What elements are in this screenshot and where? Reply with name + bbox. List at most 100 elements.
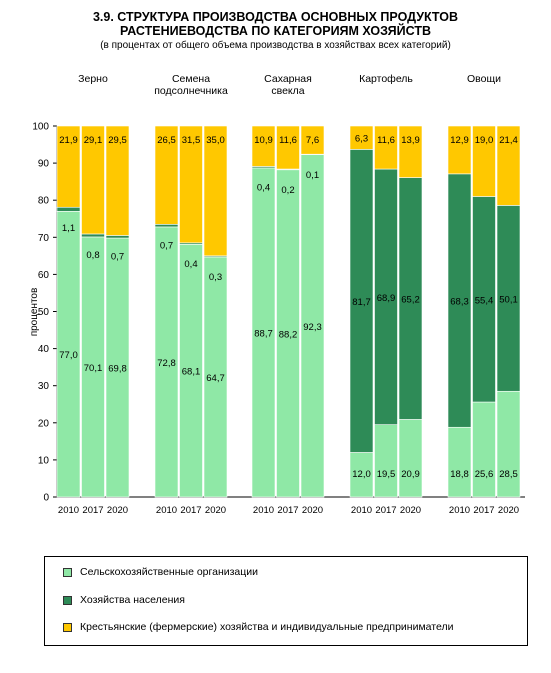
data-label-households: 0,4 <box>184 259 197 270</box>
bar-segment-farms <box>154 125 179 225</box>
legend-item-agricultural-organizations: Сельскохозяйственные организации <box>63 565 258 579</box>
data-label-households: 0,7 <box>160 240 173 251</box>
data-label-households: 0,3 <box>209 272 222 283</box>
bar-segment-organizations <box>398 419 423 498</box>
stacked-bar-chart: 0 10 20 30 40 50 60 70 80 90 100 процентов Зерно 77,0… <box>29 73 525 516</box>
bar-segment-farms <box>81 125 105 235</box>
data-label-households: 0,8 <box>86 250 99 261</box>
data-label-organizations: 20,9 <box>401 469 420 480</box>
y-tick-label: 20 <box>38 418 50 429</box>
x-tick-label: 2010 <box>351 505 372 516</box>
data-label-farms: 31,5 <box>182 135 201 146</box>
x-tick-label: 2020 <box>107 505 128 516</box>
x-tick-label: 2010 <box>156 505 177 516</box>
x-tick-label: 2020 <box>498 505 519 516</box>
legend-item-households: Хозяйства населения <box>63 593 185 607</box>
bar-segment-farms <box>349 125 374 150</box>
bar-segment-farms <box>496 125 521 206</box>
y-axis-title: процентов <box>29 288 40 337</box>
x-tick-label: 2010 <box>449 505 470 516</box>
bar-segment-farms <box>203 125 228 257</box>
bar-segment-farms <box>472 125 496 197</box>
bar-segment-organizations <box>496 390 521 498</box>
data-label-households: 55,4 <box>475 295 494 306</box>
y-tick-label: 30 <box>38 381 50 392</box>
bar-segment-farms <box>398 125 423 178</box>
x-tick-label: 2017 <box>180 505 201 516</box>
x-tick-label: 2017 <box>375 505 396 516</box>
bar-segment-farms <box>179 125 203 244</box>
legend-label-farms: Крестьянские (фермерские) хозяйства и ин… <box>80 621 454 633</box>
legend-label-households: Хозяйства населения <box>80 594 185 606</box>
data-label-organizations: 70,1 <box>84 363 103 374</box>
data-label-farms: 26,5 <box>157 135 176 146</box>
data-label-farms: 21,4 <box>499 135 518 146</box>
data-label-farms: 13,9 <box>401 135 420 146</box>
y-tick-label: 100 <box>32 122 49 133</box>
x-tick-label: 2010 <box>253 505 274 516</box>
legend-label-organizations: Сельскохозяйственные организации <box>80 566 259 578</box>
y-tick-label: 90 <box>38 159 50 170</box>
y-tick-label: 50 <box>38 307 50 318</box>
bar-segment-farms <box>300 125 325 155</box>
bar-segment-farms <box>374 125 398 170</box>
data-label-farms: 10,9 <box>254 135 273 146</box>
data-label-organizations: 64,7 <box>206 373 225 384</box>
x-tick-label: 2020 <box>400 505 421 516</box>
group-title: Картофель <box>359 73 413 85</box>
data-label-organizations: 25,6 <box>475 469 494 480</box>
chart-subtitle: (в процентах от общего объема производст… <box>100 40 451 51</box>
data-label-households: 81,7 <box>352 297 371 308</box>
legend-swatch-organizations <box>63 567 72 577</box>
y-tick-label: 70 <box>38 233 50 244</box>
y-tick-label: 80 <box>38 196 50 207</box>
group-title: Зерно <box>78 73 108 85</box>
data-label-organizations: 69,8 <box>108 364 127 375</box>
legend-swatch-households <box>63 595 72 605</box>
data-label-farms: 29,1 <box>84 135 103 146</box>
group-title: Семена <box>172 73 210 85</box>
data-label-organizations: 88,2 <box>279 329 298 340</box>
group-title: Овощи <box>467 73 501 85</box>
bar-segment-farms <box>105 125 130 236</box>
bar-segment-households <box>154 224 179 228</box>
data-label-organizations: 12,0 <box>352 469 371 480</box>
data-label-households: 0,4 <box>257 182 270 193</box>
bar-segment-organizations <box>374 424 398 498</box>
data-label-households: 68,3 <box>450 297 469 308</box>
data-label-organizations: 72,8 <box>157 358 176 369</box>
data-label-households: 0,2 <box>281 185 294 196</box>
data-label-households: 65,2 <box>401 295 420 306</box>
legend-swatch-farms <box>63 622 72 632</box>
chart-title-line-1: 3.9. СТРУКТУРА ПРОИЗВОДСТВА ОСНОВНЫХ ПРО… <box>92 10 458 24</box>
data-label-farms: 35,0 <box>206 135 225 146</box>
bar-segment-organizations <box>447 426 472 498</box>
legend-item-farms: Крестьянские (фермерские) хозяйства и ин… <box>63 620 453 634</box>
y-tick-label: 40 <box>38 344 50 355</box>
data-label-households: 1,1 <box>62 223 75 234</box>
data-label-organizations: 28,5 <box>499 469 518 480</box>
data-label-farms: 6,3 <box>355 134 368 145</box>
bar-segment-households <box>105 235 130 239</box>
data-label-organizations: 77,0 <box>59 350 78 361</box>
data-label-organizations: 18,8 <box>450 469 469 480</box>
chart-title: 3.9. СТРУКТУРА ПРОИЗВОДСТВА ОСНОВНЫХ ПРО… <box>0 10 551 38</box>
data-label-farms: 21,9 <box>59 135 78 146</box>
bar-segment-households <box>81 233 105 238</box>
x-tick-label: 2020 <box>205 505 226 516</box>
data-label-farms: 29,5 <box>108 135 127 146</box>
x-tick-label: 2020 <box>302 505 323 516</box>
data-label-farms: 11,6 <box>377 135 395 146</box>
y-tick-label: 10 <box>38 455 50 466</box>
x-tick-label: 2010 <box>58 505 79 516</box>
y-tick-label: 0 <box>43 493 49 504</box>
group-title: Сахарная <box>264 73 312 85</box>
bar-segment-organizations <box>472 401 496 498</box>
data-label-farms: 11,6 <box>279 135 297 146</box>
x-tick-label: 2017 <box>277 505 298 516</box>
y-tick-label: 60 <box>38 270 50 281</box>
bar-segment-farms <box>276 125 300 170</box>
bar-segment-farms <box>447 125 472 175</box>
group-title: свекла <box>271 85 304 97</box>
data-label-households: 50,1 <box>499 294 518 305</box>
